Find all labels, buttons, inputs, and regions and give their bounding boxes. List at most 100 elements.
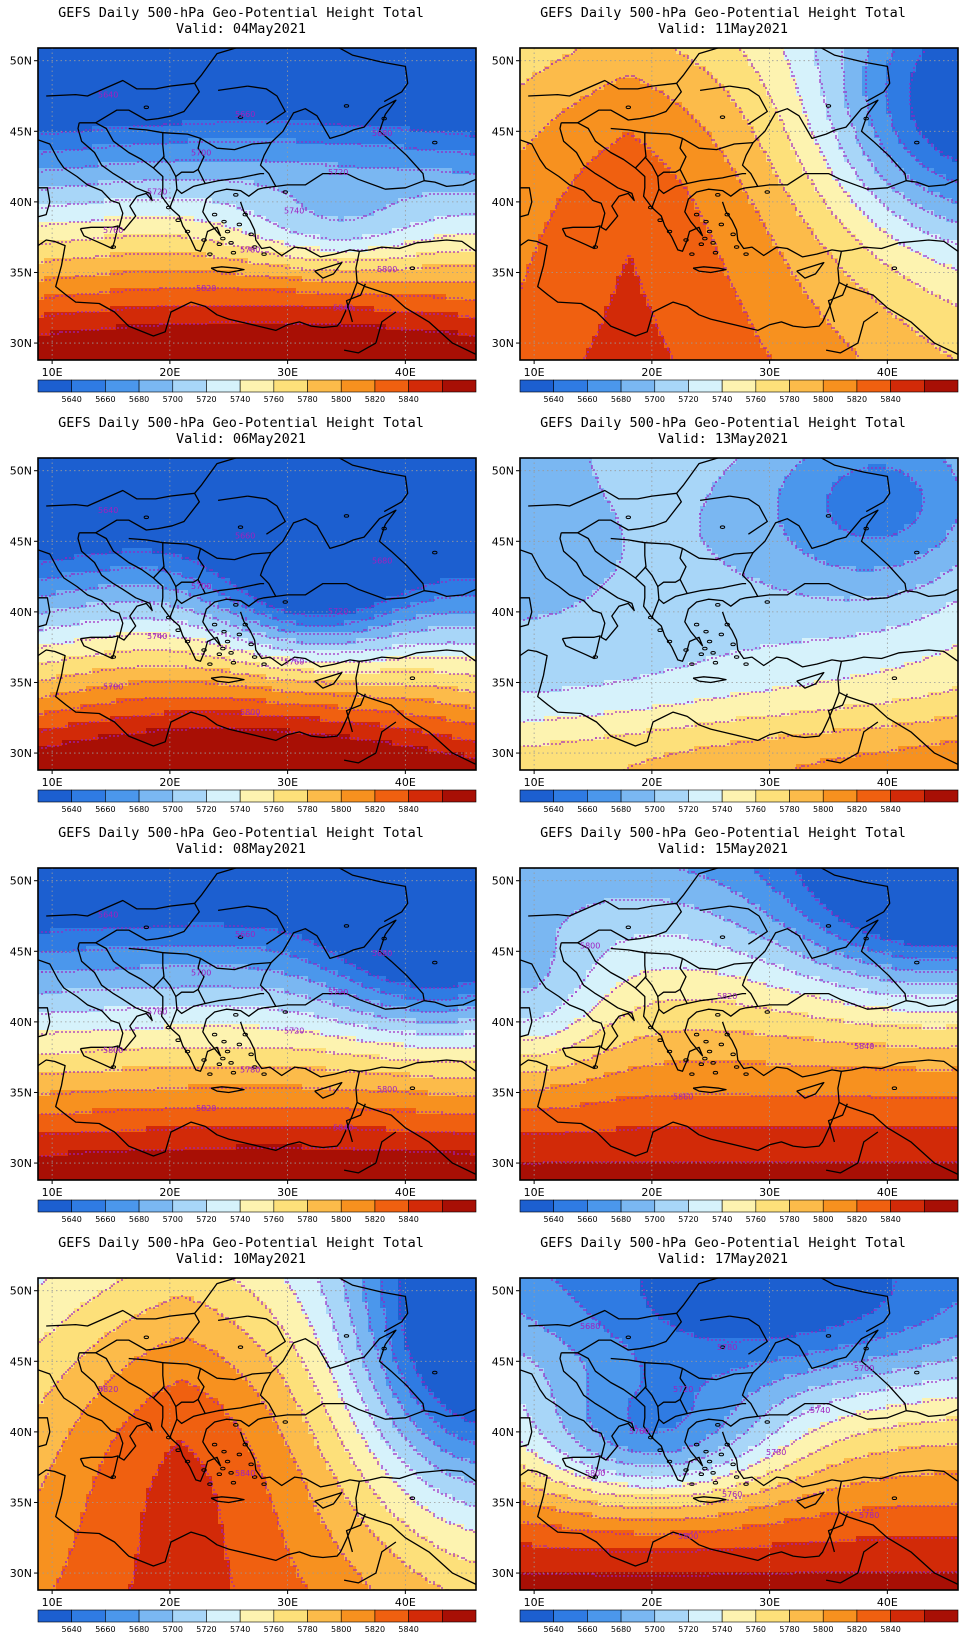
colorbar-label: 5740 (230, 1215, 250, 1224)
contour-label: 5800 (377, 1085, 397, 1094)
contour-label: 5760 (284, 657, 304, 666)
colorbar-swatch (408, 789, 443, 803)
lat-tick-label: 35N (492, 266, 514, 279)
coastlines (38, 1278, 476, 1585)
contour-label: 5720 (147, 187, 167, 196)
contour-label: 5820 (196, 1104, 216, 1113)
map-panel-10may2021: GEFS Daily 500-hPa Geo-Potential Height … (0, 1230, 482, 1640)
colorbar-swatch (620, 789, 656, 803)
gridlines (520, 868, 958, 1180)
colorbar-label: 5760 (746, 1625, 766, 1634)
colorbar-label: 5660 (95, 1215, 115, 1224)
colorbar-swatch (239, 1609, 275, 1623)
colorbar-swatch (408, 379, 443, 393)
colorbar-label: 5820 (365, 805, 385, 814)
colorbar-label: 5680 (129, 805, 149, 814)
colorbar-swatch (890, 789, 925, 803)
colorbar-swatch (789, 789, 824, 803)
contour-label: 5740 (810, 1406, 830, 1415)
lon-tick-label: 10E (42, 1596, 63, 1609)
colorbar-label: 5640 (62, 395, 82, 404)
map-svg: 5640 5660 5680 5700 5720 5740 5760 5780 5800 50N 4… (10, 457, 477, 814)
colorbar-swatch (789, 1199, 824, 1213)
contour-label: 5760 (722, 1490, 742, 1499)
colorbar-swatch (273, 379, 308, 393)
colorbar-swatch (138, 1199, 174, 1213)
colorbar-label: 5720 (196, 1625, 216, 1634)
gridlines (38, 868, 476, 1180)
contour-label: 5800 (678, 1532, 698, 1541)
colorbar-label: 5740 (230, 1625, 250, 1634)
colorbar-swatch (856, 379, 891, 393)
colorbar-label: 5780 (297, 805, 317, 814)
contour-label: 5720 (328, 168, 348, 177)
map-panel-11may2021: GEFS Daily 500-hPa Geo-Potential Height … (482, 0, 964, 410)
colorbar-label: 5820 (365, 1625, 385, 1634)
lat-tick-label: 40N (492, 196, 514, 209)
colorbar-swatch (307, 789, 342, 803)
lon-tick-label: 10E (524, 1596, 545, 1609)
colorbar-swatch (755, 379, 790, 393)
lon-tick-label: 10E (42, 776, 63, 789)
map-frame (519, 867, 959, 1181)
colorbar-label: 5640 (62, 1215, 82, 1224)
colorbar-label: 5640 (62, 805, 82, 814)
lat-tick-label: 50N (492, 1285, 514, 1298)
lon-tick-label: 20E (159, 776, 180, 789)
colorbar: 5640 5660 5680 5700 5720 5740 5760 5780 5800 5820… (37, 1199, 477, 1224)
lat-tick-label: 40N (10, 606, 32, 619)
lat-tick-label: 40N (10, 1426, 32, 1439)
colorbar-swatch (307, 1609, 342, 1623)
colorbar-swatch (340, 1199, 376, 1213)
colorbar-swatch (924, 379, 959, 393)
colorbar-label: 5720 (678, 1215, 698, 1224)
lat-tick-label: 45N (10, 535, 32, 548)
contour-label: 5800 (103, 1046, 123, 1055)
map-field (38, 868, 476, 1180)
lon-tick-label: 20E (159, 1596, 180, 1609)
map-frame (37, 457, 477, 771)
lon-tick-label: 10E (524, 1186, 545, 1199)
lat-tick-label: 30N (10, 747, 32, 760)
panel-valid-date: Valid: 04May2021 (0, 21, 482, 37)
map-svg: 5680 5780 5700 5720 5740 5760 5780 5800 5760 5780… (492, 1277, 959, 1634)
lon-tick-label: 20E (641, 776, 662, 789)
contour-label: 5840 (235, 1469, 255, 1478)
lon-tick-label: 20E (159, 1186, 180, 1199)
coastlines (520, 868, 958, 1175)
colorbar-swatch (442, 1609, 477, 1623)
colorbar-swatch (620, 379, 656, 393)
contour-label: 5680 (372, 949, 392, 958)
gridlines (520, 458, 958, 770)
colorbar-label: 5680 (611, 1625, 631, 1634)
colorbar-label: 5800 (813, 805, 833, 814)
colorbar-swatch (755, 1609, 790, 1623)
lon-tick-label: 30E (759, 1596, 780, 1609)
map-panel-04may2021: GEFS Daily 500-hPa Geo-Potential Height … (0, 0, 482, 410)
colorbar-label: 5780 (779, 805, 799, 814)
panel-title: GEFS Daily 500-hPa Geo-Potential Height … (0, 415, 482, 431)
map-panel-17may2021: GEFS Daily 500-hPa Geo-Potential Height … (482, 1230, 964, 1640)
colorbar-swatch (172, 379, 207, 393)
colorbar-swatch (408, 1609, 443, 1623)
colorbar-label: 5740 (230, 805, 250, 814)
colorbar-swatch (924, 1609, 959, 1623)
lon-tick-label: 40E (877, 1186, 898, 1199)
colorbar-swatch (273, 1199, 308, 1213)
contour-label: 5760 (147, 1007, 167, 1016)
contour-label: 5860 (673, 1093, 693, 1102)
colorbar-swatch (654, 1609, 689, 1623)
contour-label: 5660 (235, 930, 255, 939)
colorbar-label: 5660 (577, 395, 597, 404)
colorbar: 5640 5660 5680 5700 5720 5740 5760 5780 5800 5820… (519, 789, 959, 814)
map-field (520, 868, 958, 1180)
colorbar-swatch (105, 379, 140, 393)
lat-tick-label: 50N (10, 875, 32, 888)
contour-labels: 5640 5660 5680 5700 5720 5740 5760 5780 5800 (98, 506, 392, 717)
colorbar-swatch (340, 1609, 376, 1623)
map-panel-13may2021: GEFS Daily 500-hPa Geo-Potential Height … (482, 410, 964, 820)
contour-label: 5640 (98, 910, 118, 919)
colorbar-swatch (688, 1199, 723, 1213)
colorbar-label: 5800 (331, 1215, 351, 1224)
